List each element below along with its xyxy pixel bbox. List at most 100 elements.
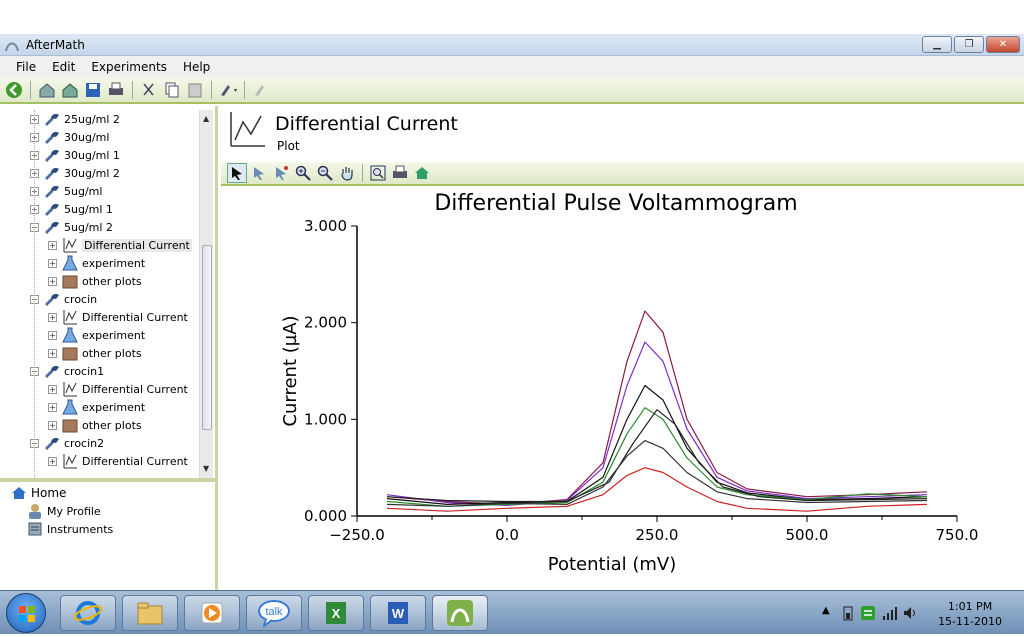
open-home-icon[interactable]: [60, 80, 80, 100]
tree-item[interactable]: + experiment: [4, 398, 198, 416]
cut-icon[interactable]: [139, 80, 159, 100]
system-clock[interactable]: 1:01 PM 15-11-2010: [938, 599, 1002, 629]
expand-icon[interactable]: +: [48, 330, 57, 340]
battery-icon[interactable]: [842, 605, 854, 621]
tree-scrollbar[interactable]: ▲ ▼: [199, 110, 213, 478]
voltammogram-chart[interactable]: Differential Pulse Voltammogram−250.0 0.0…: [221, 186, 1024, 590]
tree-item[interactable]: + other plots: [4, 344, 198, 362]
tree-item-label: Differential Current: [82, 454, 188, 468]
tree-item-my-profile[interactable]: My Profile: [4, 502, 214, 520]
new-home-icon[interactable]: [37, 80, 57, 100]
menu-edit[interactable]: Edit: [52, 60, 76, 74]
tree-item[interactable]: + experiment: [4, 254, 198, 272]
taskbar-google-talk[interactable]: talk: [246, 595, 302, 631]
project-tree-panel: +25ug/ml 2 +30ug/ml +30ug/ml 1 +30ug/ml 2 +5…: [0, 106, 218, 590]
tree-item-label: experiment: [82, 256, 146, 270]
profile-icon: [26, 503, 44, 519]
window-titlebar[interactable]: AfterMath ▁ ❐ ✕: [0, 34, 1024, 56]
disabled-tool-icon[interactable]: [251, 80, 271, 100]
print-plot-icon[interactable]: [390, 163, 410, 183]
tree-item-label: 25ug/ml 2: [64, 112, 120, 126]
instruments-icon: [26, 521, 44, 537]
start-button[interactable]: [6, 593, 46, 633]
tree-item-home[interactable]: Home: [4, 484, 214, 502]
close-button[interactable]: ✕: [986, 36, 1020, 53]
experiment-pipette-icon: [43, 291, 61, 307]
tree-item-label: other plots: [82, 274, 142, 288]
word-icon: W: [388, 602, 408, 624]
tree-item[interactable]: + Differential Current: [4, 452, 198, 470]
taskbar-file-explorer[interactable]: [122, 595, 178, 631]
scroll-down-icon[interactable]: ▼: [203, 464, 210, 473]
expand-icon[interactable]: +: [48, 402, 57, 412]
paste-icon[interactable]: [185, 80, 205, 100]
taskbar-internet-explorer[interactable]: [60, 595, 116, 631]
x-tick-label: 500.0: [786, 526, 829, 544]
tree-item-label: Differential Current: [82, 238, 192, 252]
expand-icon[interactable]: +: [48, 258, 57, 268]
x-tick-label: 0.0: [495, 526, 519, 544]
expand-icon[interactable]: +: [48, 276, 57, 286]
tree-item-label: Differential Current: [82, 310, 188, 324]
series-line: [386, 409, 928, 503]
folder-icon: [61, 345, 79, 361]
run-experiment-icon[interactable]: [218, 80, 238, 100]
windows-logo-icon: [19, 606, 35, 622]
tree-item[interactable]: + other plots: [4, 416, 198, 434]
zoom-in-icon[interactable]: [293, 163, 313, 183]
panel-splitter[interactable]: [0, 478, 215, 482]
tree-guide-line: [34, 110, 35, 478]
scrollbar-thumb[interactable]: [202, 245, 212, 430]
flask-icon: [61, 399, 79, 415]
volume-icon[interactable]: [902, 605, 918, 621]
taskbar-word[interactable]: W: [370, 595, 426, 631]
expand-icon[interactable]: +: [48, 348, 57, 358]
data-cursor-icon[interactable]: [271, 163, 291, 183]
tree-item[interactable]: + Differential Current: [4, 308, 198, 326]
tree-item[interactable]: + other plots: [4, 272, 198, 290]
tree-item[interactable]: + Differential Current: [4, 236, 198, 254]
taskbar-aftermath[interactable]: [432, 595, 488, 631]
plot-header: Differential Current Plot: [221, 106, 1024, 160]
select-tool-icon[interactable]: [249, 163, 269, 183]
show-hidden-icons-icon[interactable]: ▲: [822, 605, 830, 616]
menu-file[interactable]: File: [16, 60, 37, 74]
pointer-tool-icon[interactable]: [227, 163, 247, 183]
copy-icon[interactable]: [162, 80, 182, 100]
scroll-up-icon[interactable]: ▲: [203, 114, 210, 123]
tree-item[interactable]: + Differential Current: [4, 380, 198, 398]
save-icon[interactable]: [83, 80, 103, 100]
tree-item[interactable]: + experiment: [4, 326, 198, 344]
expand-icon[interactable]: +: [48, 456, 57, 466]
taskbar-media-player[interactable]: [184, 595, 240, 631]
tree-item-label: experiment: [82, 400, 146, 414]
series-line: [386, 341, 928, 506]
x-tick-label: 250.0: [636, 526, 679, 544]
tree-item-instruments[interactable]: Instruments: [4, 520, 214, 538]
expand-icon[interactable]: +: [48, 312, 57, 322]
zoom-out-icon[interactable]: [315, 163, 335, 183]
network-signal-icon[interactable]: [882, 605, 898, 621]
print-icon[interactable]: [106, 80, 126, 100]
flask-icon: [61, 327, 79, 343]
expand-icon[interactable]: +: [48, 384, 57, 394]
y-tick-label: 3.000: [304, 217, 347, 235]
pan-hand-icon[interactable]: [337, 163, 357, 183]
screen-top-margin: [0, 0, 1024, 34]
reset-view-home-icon[interactable]: [412, 163, 432, 183]
taskbar-excel[interactable]: X: [308, 595, 364, 631]
menu-help[interactable]: Help: [182, 60, 211, 74]
restore-button[interactable]: ❐: [954, 36, 984, 53]
tree-item-label: crocin: [64, 292, 98, 306]
minimize-button[interactable]: ▁: [922, 36, 952, 53]
expand-icon[interactable]: +: [48, 240, 57, 250]
menu-experiments[interactable]: Experiments: [91, 60, 167, 74]
tree-item-label: 5ug/ml 1: [64, 202, 113, 216]
sync-icon[interactable]: [860, 605, 876, 621]
expand-icon[interactable]: +: [48, 420, 57, 430]
back-icon[interactable]: [4, 80, 24, 100]
zoom-fit-icon[interactable]: [368, 163, 388, 183]
experiment-pipette-icon: [43, 129, 61, 145]
y-tick-label: 0.000: [304, 507, 347, 525]
my-profile-label: My Profile: [47, 504, 101, 518]
